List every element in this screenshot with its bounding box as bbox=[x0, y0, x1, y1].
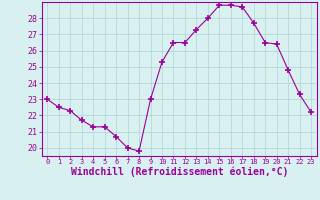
X-axis label: Windchill (Refroidissement éolien,°C): Windchill (Refroidissement éolien,°C) bbox=[70, 166, 288, 177]
